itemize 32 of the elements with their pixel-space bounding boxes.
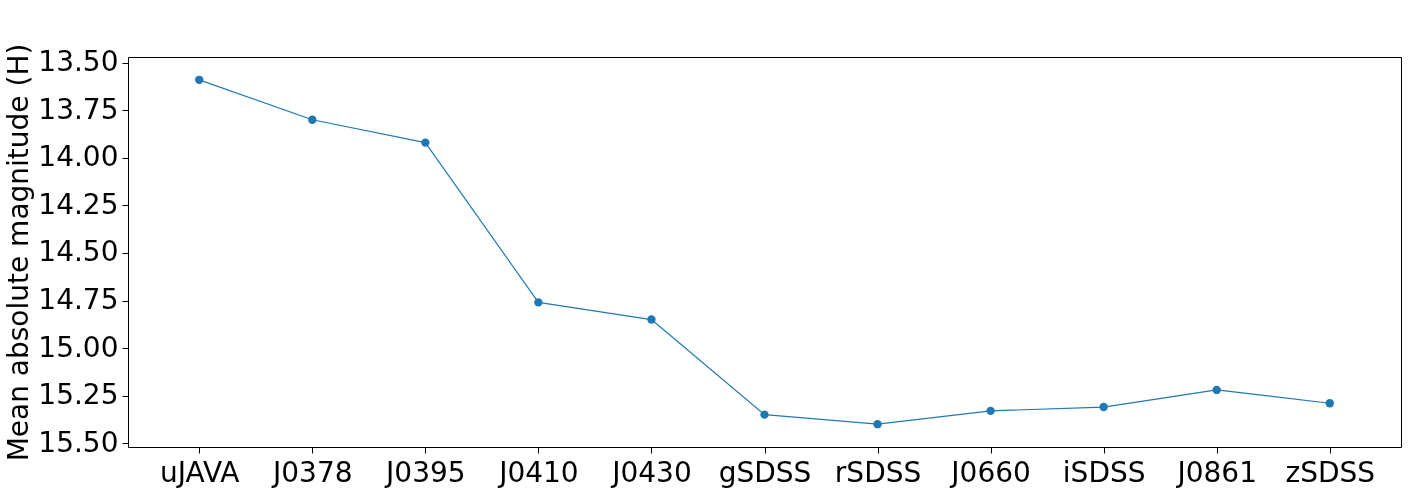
y-axis-title: Mean absolute magnitude (H)	[2, 43, 36, 462]
y-tick-label: 14.00	[38, 140, 119, 174]
y-tick-label: 15.00	[38, 330, 119, 364]
point	[760, 410, 769, 419]
y-tick-label: 13.75	[38, 92, 119, 126]
point	[873, 420, 882, 429]
x-tick-label: J0861	[1175, 455, 1257, 489]
y-tick-label: 14.25	[38, 187, 119, 221]
x-tick-label: gSDSS	[718, 455, 812, 489]
x-tick-label: J0395	[384, 455, 466, 489]
y-tick-label: 14.50	[38, 235, 119, 269]
x-tick-label: J0660	[949, 455, 1031, 489]
point	[1212, 385, 1221, 395]
y-tick-label: 15.25	[38, 378, 119, 412]
x-tick-label: J0430	[610, 455, 692, 489]
point	[647, 315, 656, 324]
point	[1325, 399, 1334, 408]
y-tick-label: 14.75	[38, 283, 119, 317]
x-tick-label: J0410	[497, 455, 579, 489]
point	[195, 75, 204, 84]
y-tick-label: 15.50	[38, 425, 119, 459]
point	[421, 138, 430, 147]
point	[986, 406, 995, 416]
x-tick-label: J0378	[271, 455, 353, 489]
point	[308, 115, 317, 124]
point	[1099, 402, 1108, 412]
y-tick-label: 13.50	[38, 45, 119, 79]
point	[534, 298, 543, 307]
x-tick-label: rSDSS	[834, 455, 922, 489]
x-tick-label: uJAVA	[160, 455, 240, 489]
x-tick-label: iSDSS	[1062, 455, 1146, 489]
x-tick-label: zSDSS	[1285, 455, 1376, 489]
